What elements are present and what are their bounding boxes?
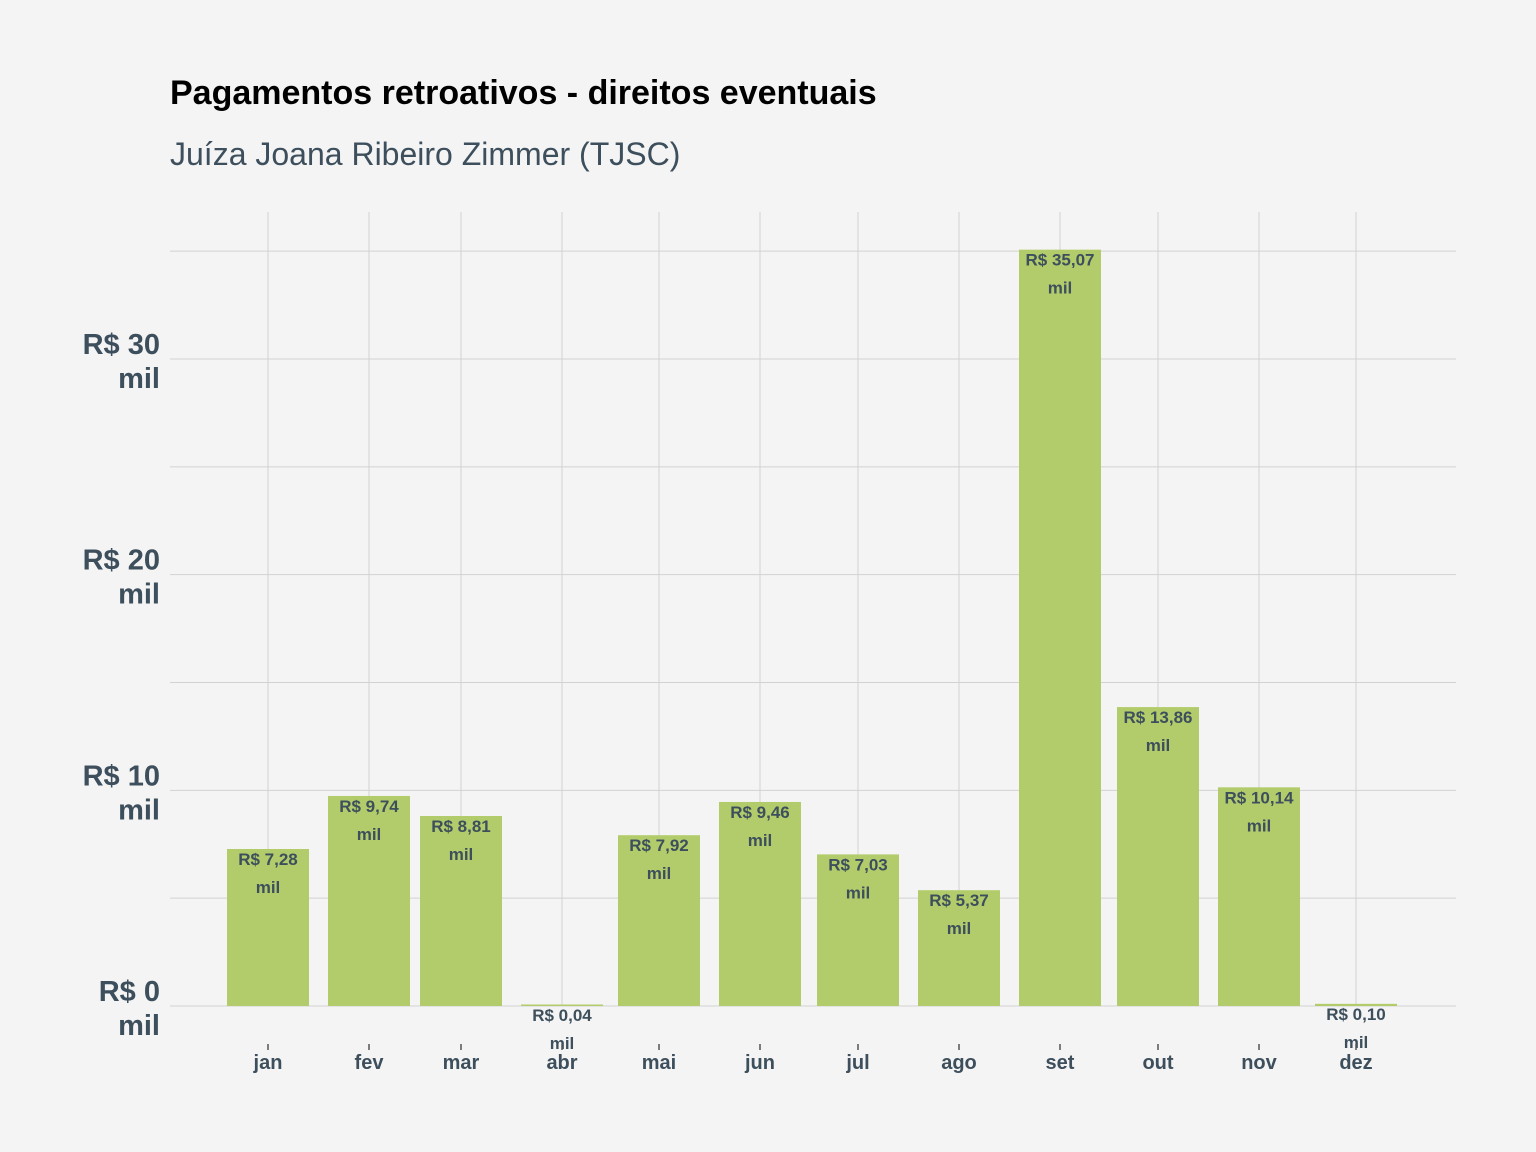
x-tick-label-mar: mar [443, 1052, 480, 1074]
x-tick-label-set: set [1046, 1052, 1075, 1074]
y-tick-label: R$ 30 mil [83, 329, 160, 395]
bar-abr [521, 1004, 603, 1006]
x-tick-label-fev: fev [355, 1052, 385, 1074]
y-tick-label: R$ 20 mil [83, 545, 160, 611]
x-tick-label-jul: jul [845, 1052, 869, 1074]
x-tick-label-jun: jun [744, 1052, 775, 1074]
data-label-mar: R$ 8,81 mil [431, 817, 491, 864]
data-label-mai: R$ 7,92 mil [629, 836, 689, 883]
bar-out [1117, 707, 1199, 1006]
bar-dez [1315, 1003, 1397, 1006]
bar-ago [918, 890, 1000, 1006]
data-label-jul: R$ 7,03 mil [828, 855, 888, 902]
data-label-ago: R$ 5,37 mil [929, 891, 989, 938]
x-tick-label-ago: ago [941, 1052, 977, 1074]
data-label-dez: R$ 0,10 mil [1326, 1005, 1386, 1052]
data-label-jun: R$ 9,46 mil [730, 803, 790, 850]
y-tick-label: R$ 0 mil [99, 976, 160, 1042]
data-label-nov: R$ 10,14 mil [1225, 788, 1295, 835]
x-tick-label-abr: abr [546, 1052, 577, 1074]
chart-subtitle: Juíza Joana Ribeiro Zimmer (TJSC) [170, 136, 681, 172]
bar-nov [1218, 787, 1300, 1006]
data-label-jan: R$ 7,28 mil [238, 850, 298, 897]
bar-set [1019, 249, 1101, 1007]
data-label-out: R$ 13,86 mil [1124, 708, 1193, 755]
y-tick-label: R$ 10 mil [83, 760, 160, 826]
x-tick-label-nov: nov [1241, 1052, 1277, 1074]
data-label-abr: R$ 0,04 mil [532, 1006, 592, 1053]
data-label-fev: R$ 9,74 mil [339, 797, 399, 844]
chart-title: Pagamentos retroativos - direitos eventu… [170, 74, 877, 112]
x-tick-label-mai: mai [642, 1052, 676, 1074]
bar-jun [719, 801, 801, 1006]
x-tick-label-dez: dez [1339, 1052, 1372, 1074]
data-label-set: R$ 35,07 mil [1026, 251, 1095, 298]
x-tick-label-out: out [1142, 1052, 1173, 1074]
bar-mai [618, 835, 700, 1006]
bar-jan [227, 848, 309, 1006]
bar-fev [328, 795, 410, 1006]
bar-jul [817, 854, 899, 1006]
bar-mar [420, 815, 502, 1006]
x-tick-label-jan: jan [253, 1052, 283, 1074]
